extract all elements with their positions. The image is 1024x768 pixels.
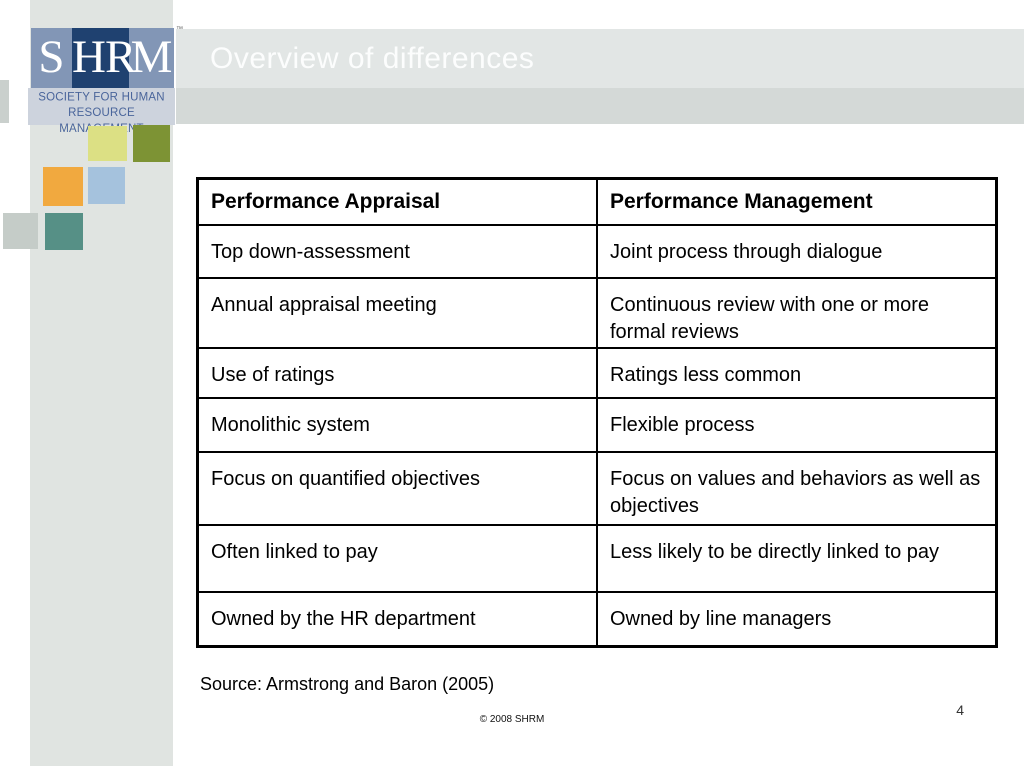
shrm-logo-navy-square bbox=[72, 28, 129, 88]
shrm-logo: S HR M bbox=[31, 28, 174, 88]
table-cell: Top down-assessment bbox=[196, 224, 598, 279]
table-row: Monolithic system Flexible process bbox=[196, 397, 998, 453]
table-cell: Monolithic system bbox=[196, 397, 598, 453]
table-row: Annual appraisal meeting Continuous revie… bbox=[196, 277, 998, 349]
decor-square-olive bbox=[133, 125, 170, 162]
table-cell: Focus on quantified objectives bbox=[196, 451, 598, 526]
logo-letter-s: S bbox=[38, 31, 65, 83]
logo-tagline-line1: SOCIETY FOR HUMAN bbox=[38, 90, 165, 104]
column-header-performance-management: Performance Management bbox=[596, 177, 998, 226]
page-number: 4 bbox=[956, 702, 964, 718]
page-title: Overview of differences bbox=[210, 42, 535, 75]
table-cell: Often linked to pay bbox=[196, 524, 598, 593]
table-row: Often linked to pay Less likely to be dir… bbox=[196, 524, 998, 593]
comparison-table: Performance Appraisal Performance Manage… bbox=[196, 177, 998, 648]
copyright-notice: © 2008 SHRM bbox=[479, 714, 545, 725]
table-cell: Annual appraisal meeting bbox=[196, 277, 598, 349]
decor-square-orange bbox=[43, 167, 83, 206]
decor-square-lightblue bbox=[88, 167, 125, 204]
logo-tagline-band bbox=[28, 88, 175, 125]
table-cell: Flexible process bbox=[596, 397, 998, 453]
decor-square-gray bbox=[3, 213, 38, 249]
title-banner: Overview of differences bbox=[176, 29, 1024, 88]
table-row: Top down-assessment Joint process through… bbox=[196, 224, 998, 279]
table-cell: Use of ratings bbox=[196, 347, 598, 399]
table-cell: Joint process through dialogue bbox=[596, 224, 998, 279]
source-citation: Source: Armstrong and Baron (2005) bbox=[200, 674, 495, 694]
table-cell: Owned by the HR department bbox=[196, 591, 598, 648]
trademark-symbol: ™ bbox=[176, 26, 183, 33]
title-banner-shadow-band bbox=[176, 88, 1024, 124]
decor-square-teal bbox=[45, 213, 83, 250]
decor-square-yellow bbox=[88, 126, 127, 161]
comparison-table-body: Top down-assessment Joint process through… bbox=[196, 224, 998, 648]
shrm-logo-letters: S HR M bbox=[31, 28, 174, 88]
logo-letter-m: M bbox=[130, 31, 173, 83]
table-header-row: Performance Appraisal Performance Manage… bbox=[196, 177, 998, 226]
table-cell: Less likely to be directly linked to pay bbox=[596, 524, 998, 593]
column-header-performance-appraisal: Performance Appraisal bbox=[196, 177, 598, 226]
table-cell: Ratings less common bbox=[596, 347, 998, 399]
left-edge-accent bbox=[0, 80, 9, 123]
table-row: Focus on quantified objectives Focus on v… bbox=[196, 451, 998, 526]
logo-letters-hr: HR bbox=[72, 31, 136, 83]
table-row: Use of ratings Ratings less common bbox=[196, 347, 998, 399]
table-cell: Owned by line managers bbox=[596, 591, 998, 648]
table-row: Owned by the HR department Owned by line … bbox=[196, 591, 998, 648]
table-cell: Continuous review with one or more forma… bbox=[596, 277, 998, 349]
table-cell: Focus on values and behaviors as well as… bbox=[596, 451, 998, 526]
